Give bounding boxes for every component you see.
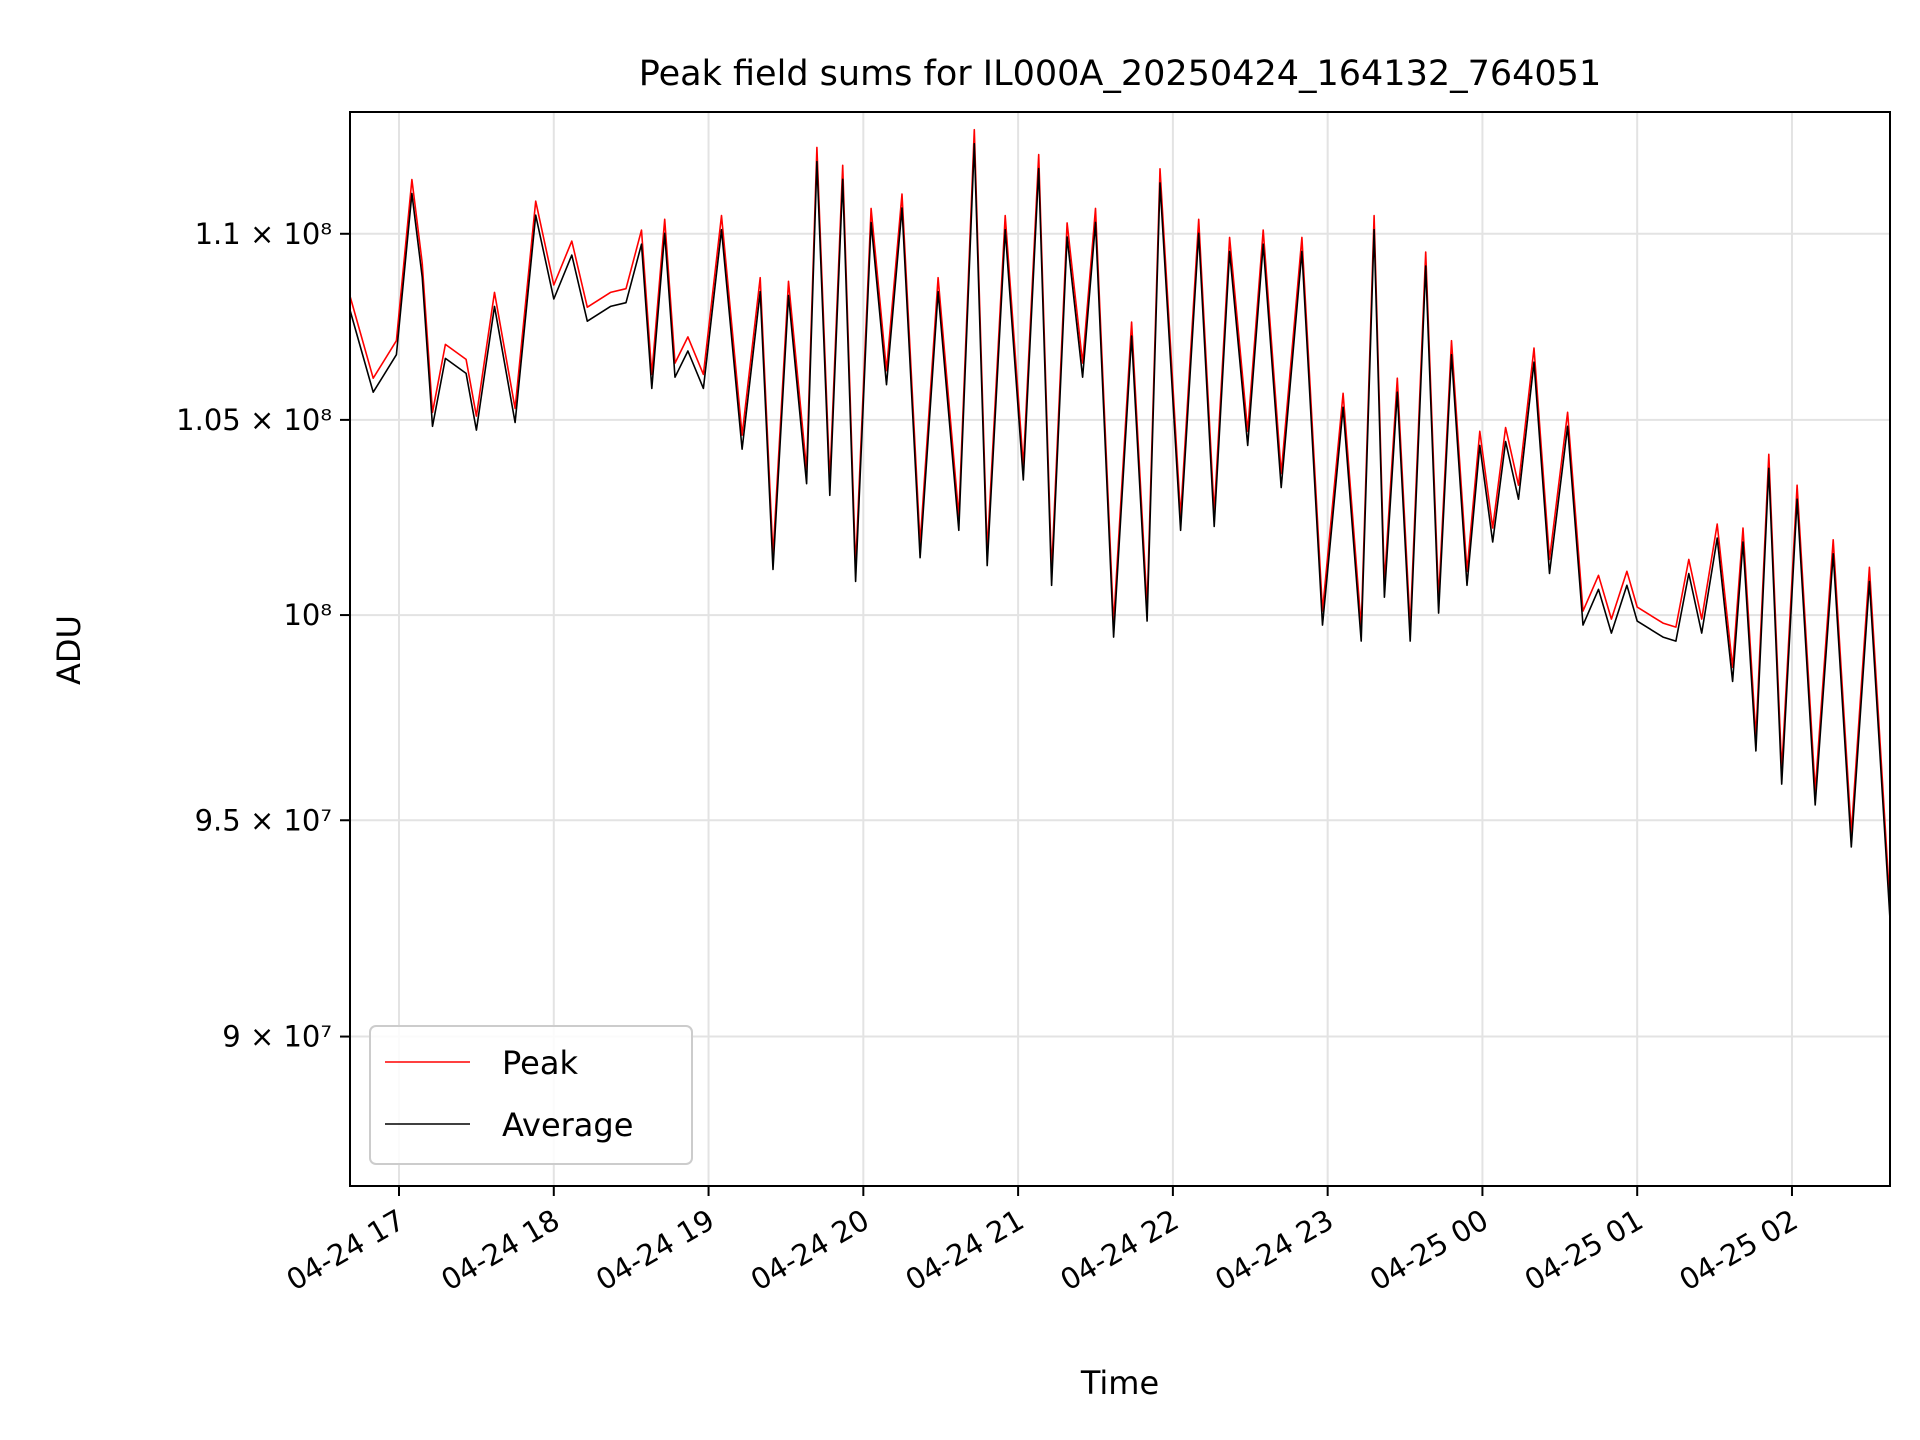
y-tick-label: 1.05 × 10⁸	[176, 403, 332, 437]
plot-frame	[349, 111, 1891, 1187]
legend-label-average: Average	[502, 1106, 633, 1144]
series-layer	[349, 128, 1891, 920]
y-tick-label: 10⁸	[283, 598, 332, 632]
chart-title: Peak field sums for IL000A_20250424_1641…	[639, 54, 1601, 94]
legend-label-peak: Peak	[502, 1044, 578, 1082]
y-tick-label: 1.1 × 10⁸	[195, 217, 332, 251]
y-axis: 9 × 10⁷ 9.5 × 10⁷ 10⁸ 1.05 × 10⁸ 1.1 × 10⁸	[176, 217, 350, 1054]
series-line-average	[349, 142, 1891, 920]
x-axis-label: Time	[1080, 1364, 1159, 1402]
y-tick-label: 9 × 10⁷	[222, 1020, 332, 1054]
y-axis-label: ADU	[50, 615, 88, 685]
y-tick-label: 9.5 × 10⁷	[195, 803, 332, 837]
legend-box	[369, 1025, 693, 1165]
legend: Peak Average	[369, 1025, 693, 1165]
grid	[350, 112, 1890, 1186]
